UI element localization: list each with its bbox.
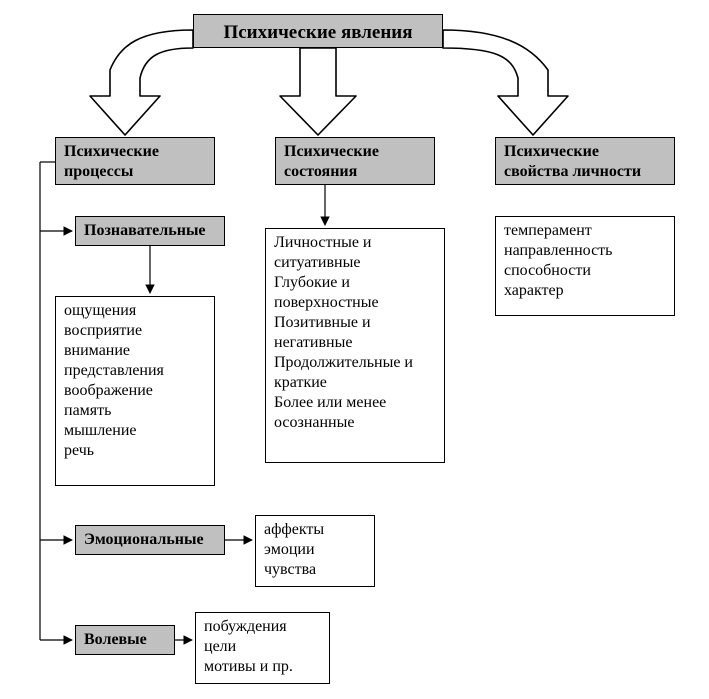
- processes-sub-body-1: аффектыэмоциичувства: [255, 515, 375, 587]
- states-body: Личностные и ситуативныеГлубокие и повер…: [265, 228, 445, 463]
- root-title: Психические явления: [193, 14, 443, 48]
- block-arrow-2: [443, 30, 568, 135]
- processes-header: Психическиепроцессы: [55, 137, 215, 185]
- traits-header: Психическиесвойства личности: [495, 137, 675, 185]
- processes-sub-header-2: Волевые: [75, 625, 175, 655]
- processes-sub-header-1: Эмоциональные: [75, 525, 225, 555]
- traits-body: темпераментнаправленностьспособностихара…: [495, 216, 675, 316]
- processes-sub-body-2: побужденияцелимотивы и пр.: [195, 612, 330, 684]
- processes-sub-body-0: ощущениявосприятиевниманиепредставленияв…: [55, 296, 215, 486]
- block-arrow-1: [280, 48, 356, 135]
- states-header: Психическиесостояния: [275, 137, 435, 185]
- block-arrow-0: [90, 30, 193, 135]
- processes-sub-header-0: Познавательные: [75, 216, 225, 246]
